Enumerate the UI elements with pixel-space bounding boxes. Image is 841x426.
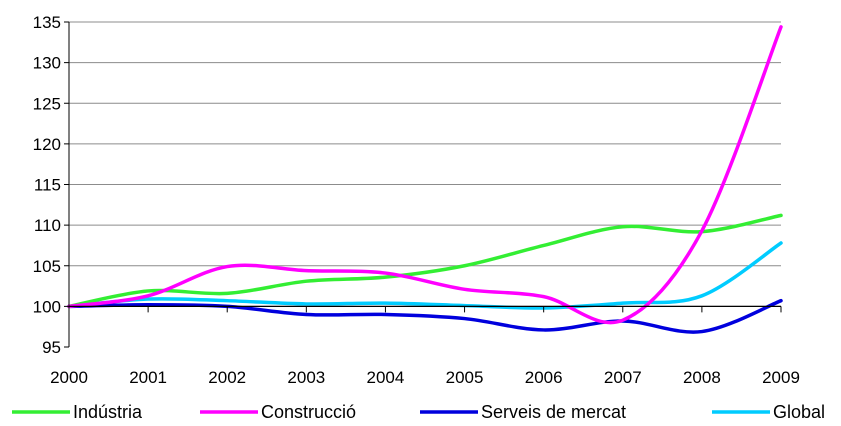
- x-tick-label: 2003: [287, 368, 325, 387]
- axes: [64, 21, 782, 348]
- legend-label-industria: Indústria: [73, 402, 143, 422]
- legend-label-global: Global: [773, 402, 825, 422]
- y-axis-tick-labels: 95 100 105 110 115 120 125 130 135: [33, 13, 61, 357]
- series-lines: [67, 25, 783, 334]
- x-tick-label: 2006: [525, 368, 563, 387]
- y-tick-label: 95: [42, 338, 61, 357]
- x-tick-label: 2001: [129, 368, 167, 387]
- gridlines: [69, 21, 781, 307]
- legend-label-serveis-de-mercat: Serveis de mercat: [481, 402, 626, 422]
- x-axis-tick-labels: 2000 2001 2002 2003 2004 2005 2006 2007 2008 2009: [50, 368, 800, 387]
- x-tick-label: 2005: [446, 368, 484, 387]
- series-line-industria: [67, 213, 783, 309]
- y-tick-label: 130: [33, 54, 61, 73]
- y-tick-label: 135: [33, 13, 61, 32]
- x-tick-label: 2002: [208, 368, 246, 387]
- legend: Indústria Construcció Serveis de mercat Glo…: [12, 402, 825, 422]
- series-line-global: [67, 241, 783, 310]
- y-tick-label: 100: [33, 297, 61, 316]
- x-tick-label: 2004: [367, 368, 405, 387]
- y-tick-label: 110: [34, 216, 61, 235]
- x-tick-label: 2008: [683, 368, 721, 387]
- legend-label-construccio: Construcció: [261, 402, 356, 422]
- y-tick-label: 105: [33, 257, 61, 276]
- series-line-construccio: [67, 25, 783, 325]
- y-tick-label: 125: [33, 94, 61, 113]
- series-line-serveis-de-mercat: [67, 298, 783, 334]
- y-tick-label: 115: [34, 176, 61, 195]
- x-tick-label: 2007: [604, 368, 642, 387]
- y-tick-label: 120: [33, 135, 61, 154]
- x-tick-label: 2000: [50, 368, 88, 387]
- x-tick-label: 2009: [762, 368, 800, 387]
